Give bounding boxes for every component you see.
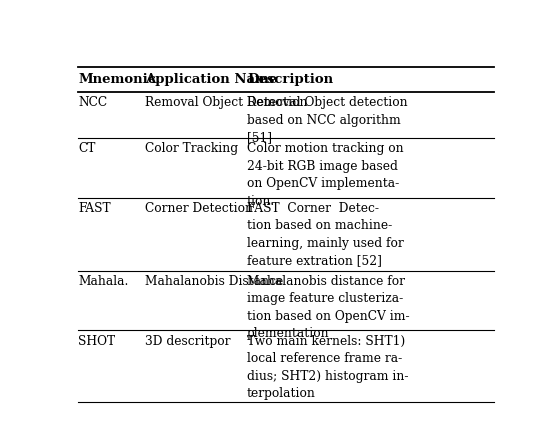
Text: FAST: FAST xyxy=(78,202,111,215)
Text: Description: Description xyxy=(247,73,333,86)
Text: Corner Detection: Corner Detection xyxy=(146,202,253,215)
Text: Removal Object Detection: Removal Object Detection xyxy=(146,96,308,109)
Text: Removal Object detection
based on NCC algorithm
[51]: Removal Object detection based on NCC al… xyxy=(247,96,408,144)
Text: FAST  Corner  Detec-
tion based on machine-
learning, mainly used for
feature ex: FAST Corner Detec- tion based on machine… xyxy=(247,202,404,267)
Text: 3D descritpor: 3D descritpor xyxy=(146,335,231,347)
Text: Color motion tracking on
24-bit RGB image based
on OpenCV implementa-
tion.: Color motion tracking on 24-bit RGB imag… xyxy=(247,142,403,208)
Text: Mahalanobis Distance: Mahalanobis Distance xyxy=(146,275,283,288)
Text: CT: CT xyxy=(78,142,96,155)
Text: NCC: NCC xyxy=(78,96,108,109)
Text: Mahalanobis distance for
image feature clusteriza-
tion based on OpenCV im-
plem: Mahalanobis distance for image feature c… xyxy=(247,275,410,340)
Text: Application Name: Application Name xyxy=(146,73,278,86)
Text: Mahala.: Mahala. xyxy=(78,275,129,288)
Text: Mnemonic: Mnemonic xyxy=(78,73,156,86)
Text: Two main kernels: SHT1)
local reference frame ra-
dius; SHT2) histogram in-
terp: Two main kernels: SHT1) local reference … xyxy=(247,335,408,400)
Text: SHOT: SHOT xyxy=(78,335,116,347)
Text: Color Tracking: Color Tracking xyxy=(146,142,239,155)
